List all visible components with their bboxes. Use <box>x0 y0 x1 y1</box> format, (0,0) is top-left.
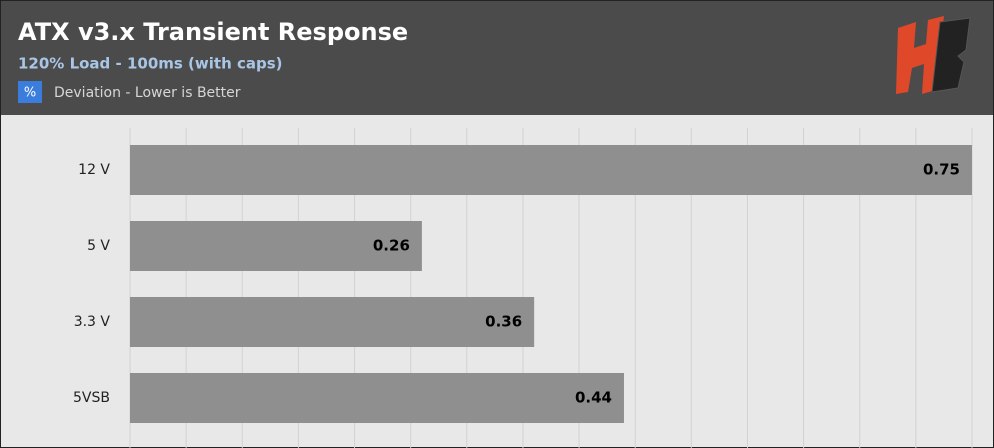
chart-subtitle: 120% Load - 100ms (with caps) <box>18 55 283 73</box>
y-tick-label: 12 V <box>78 162 110 178</box>
legend-symbol: % <box>24 86 36 101</box>
bar <box>130 373 624 423</box>
legend-swatch <box>18 81 42 103</box>
value-label: 0.26 <box>373 237 410 255</box>
value-label: 0.44 <box>575 389 612 407</box>
bar <box>130 297 535 347</box>
value-label: 0.36 <box>485 313 522 331</box>
value-label: 0.75 <box>923 161 960 179</box>
bar <box>130 221 422 271</box>
header <box>0 0 994 115</box>
y-tick-label: 5VSB <box>73 390 110 406</box>
y-tick-label: 3.3 V <box>74 314 111 330</box>
chart-title: ATX v3.x Transient Response <box>18 18 408 46</box>
y-tick-label: 5 V <box>87 238 110 254</box>
logo <box>896 16 971 94</box>
legend-label: Deviation - Lower is Better <box>54 85 241 101</box>
bar <box>130 145 972 195</box>
